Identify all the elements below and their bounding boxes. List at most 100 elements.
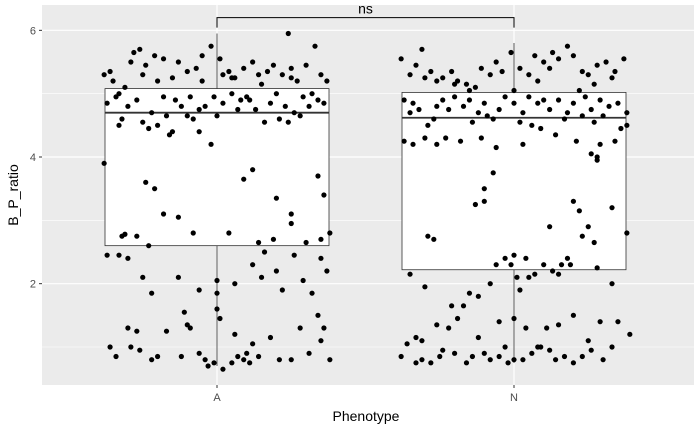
- data-point-A: [110, 78, 116, 84]
- data-point-N: [615, 319, 621, 325]
- data-point-A: [288, 75, 294, 81]
- data-point-N: [449, 68, 455, 75]
- data-point-A: [190, 230, 196, 236]
- data-point-N: [618, 125, 624, 132]
- data-point-A: [255, 239, 262, 246]
- data-point-A: [196, 350, 202, 356]
- data-point-A: [190, 116, 196, 122]
- data-point-A: [288, 65, 294, 71]
- data-point-N: [466, 290, 473, 296]
- data-point-A: [229, 75, 235, 81]
- data-point-A: [140, 274, 146, 280]
- data-point-A: [288, 211, 294, 217]
- data-point-N: [576, 208, 582, 214]
- data-point-A: [196, 129, 202, 135]
- data-point-N: [434, 322, 440, 328]
- data-point-N: [597, 97, 603, 103]
- data-point-N: [437, 353, 443, 360]
- data-point-A: [122, 84, 128, 90]
- data-point-N: [493, 144, 499, 151]
- data-point-A: [229, 360, 235, 366]
- data-point-N: [469, 119, 476, 125]
- data-point-A: [107, 344, 113, 350]
- x-axis-title: Phenotype: [333, 408, 400, 424]
- data-point-N: [422, 135, 428, 141]
- data-point-A: [229, 91, 235, 97]
- data-point-A: [104, 100, 110, 106]
- data-point-N: [398, 56, 404, 62]
- data-point-N: [591, 239, 597, 246]
- data-point-A: [312, 43, 318, 49]
- data-point-N: [547, 65, 553, 71]
- data-point-A: [324, 268, 330, 274]
- y-tick-label: 6: [30, 25, 36, 37]
- data-point-A: [220, 366, 226, 372]
- data-point-N: [431, 236, 437, 242]
- data-point-N: [529, 350, 535, 356]
- data-point-N: [502, 255, 508, 261]
- y-axis-ticks: 2 4 6: [30, 25, 42, 291]
- data-point-N: [547, 106, 553, 113]
- data-point-A: [175, 274, 181, 280]
- data-point-N: [440, 97, 446, 103]
- significance-bracket: [216, 17, 515, 28]
- data-point-N: [579, 68, 585, 75]
- data-point-A: [309, 290, 315, 296]
- data-point-A: [247, 360, 253, 366]
- data-point-A: [321, 100, 327, 106]
- data-point-A: [172, 97, 179, 103]
- data-point-N: [526, 72, 532, 78]
- data-point-A: [250, 167, 256, 173]
- data-point-N: [597, 319, 603, 325]
- data-point-N: [612, 138, 618, 144]
- data-point-N: [555, 56, 562, 62]
- data-point-N: [541, 97, 547, 103]
- data-point-A: [163, 113, 170, 119]
- data-point-A: [288, 220, 294, 227]
- y-tick-label: 4: [30, 152, 36, 164]
- data-point-A: [300, 94, 306, 100]
- data-point-A: [160, 211, 167, 217]
- data-point-A: [267, 334, 274, 341]
- data-point-A: [235, 106, 241, 113]
- data-point-A: [143, 62, 149, 68]
- data-point-N: [609, 281, 615, 287]
- data-point-A: [261, 249, 268, 255]
- data-point-N: [422, 284, 428, 290]
- data-point-A: [193, 65, 199, 71]
- data-point-A: [155, 353, 161, 360]
- x-tick-label: A: [213, 392, 221, 404]
- data-point-N: [496, 106, 502, 113]
- data-point-A: [327, 357, 333, 363]
- data-point-N: [499, 68, 505, 75]
- data-point-N: [487, 72, 493, 78]
- data-point-N: [564, 255, 571, 261]
- data-point-A: [315, 97, 321, 103]
- data-point-A: [258, 274, 265, 280]
- data-point-A: [276, 357, 282, 363]
- data-point-N: [481, 198, 487, 204]
- data-point-N: [419, 338, 425, 344]
- data-point-A: [149, 290, 155, 296]
- data-point-N: [612, 68, 618, 75]
- data-point-N: [460, 303, 467, 309]
- data-point-A: [273, 91, 279, 97]
- data-point-A: [146, 125, 152, 132]
- data-point-A: [196, 287, 202, 293]
- data-point-N: [570, 53, 577, 59]
- data-point-A: [134, 328, 140, 334]
- data-point-A: [113, 94, 119, 100]
- data-point-A: [244, 350, 250, 356]
- data-point-A: [241, 357, 247, 363]
- data-point-N: [609, 205, 615, 211]
- data-point-N: [502, 94, 508, 100]
- data-point-N: [407, 72, 413, 78]
- data-point-N: [466, 97, 473, 103]
- box-layer: [104, 33, 627, 366]
- data-point-N: [538, 344, 544, 350]
- data-point-N: [606, 103, 612, 109]
- data-point-N: [600, 113, 606, 119]
- data-point-A: [152, 53, 158, 59]
- data-point-A: [285, 30, 291, 37]
- data-point-N: [481, 100, 487, 106]
